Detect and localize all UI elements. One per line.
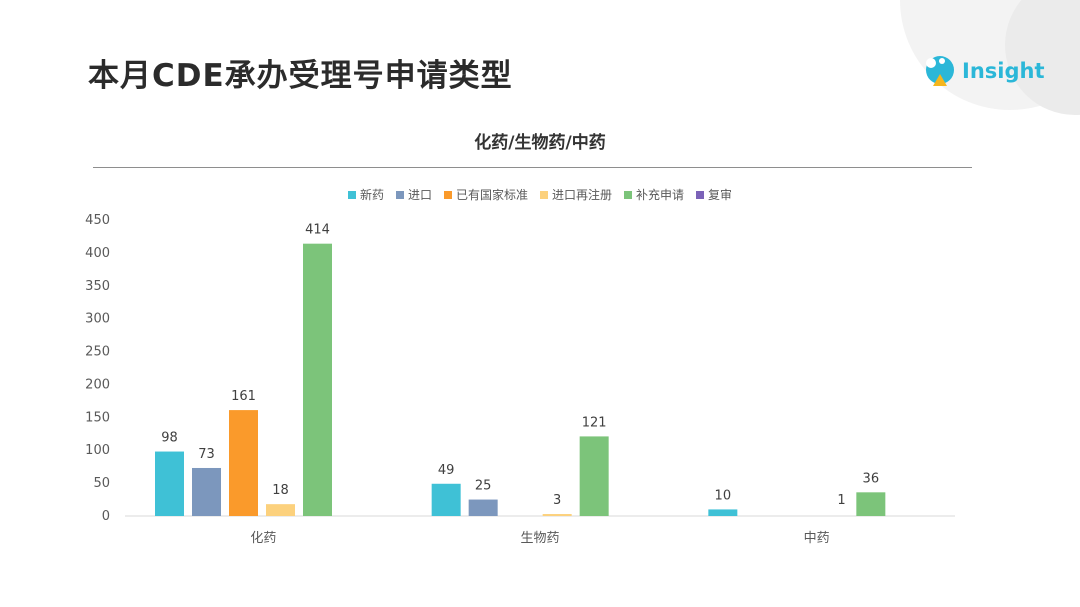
y-tick-label: 50 bbox=[93, 476, 110, 491]
y-tick-label: 250 bbox=[85, 345, 110, 360]
legend-label: 补充申请 bbox=[636, 188, 685, 202]
insight-logo-text: Insight bbox=[962, 59, 1045, 83]
legend-item: 新药 bbox=[347, 186, 384, 203]
legend-label: 复审 bbox=[708, 188, 733, 202]
bar bbox=[266, 504, 295, 516]
title-divider bbox=[93, 167, 972, 168]
data-label: 18 bbox=[272, 483, 289, 498]
data-label: 36 bbox=[863, 471, 880, 486]
insight-logo-icon bbox=[926, 56, 954, 86]
bar bbox=[856, 492, 886, 516]
bar bbox=[542, 514, 572, 516]
y-tick-label: 150 bbox=[85, 410, 110, 425]
data-label: 49 bbox=[438, 463, 455, 478]
legend-swatch bbox=[696, 190, 705, 199]
legend-label: 进口再注册 bbox=[552, 188, 613, 202]
y-tick-label: 200 bbox=[85, 377, 110, 392]
data-label: 3 bbox=[553, 493, 561, 508]
legend-label: 进口 bbox=[407, 188, 432, 202]
insight-logo: Insight bbox=[922, 53, 1045, 93]
bar bbox=[303, 243, 332, 516]
data-label: 414 bbox=[305, 223, 330, 238]
data-label: 1 bbox=[837, 493, 845, 508]
x-tick-label: 化药 bbox=[250, 531, 276, 546]
legend-swatch bbox=[443, 190, 452, 199]
y-tick-label: 400 bbox=[85, 246, 110, 261]
legend-item: 已有国家标准 bbox=[443, 186, 528, 203]
data-label: 73 bbox=[198, 447, 215, 462]
legend-swatch bbox=[540, 190, 548, 199]
y-tick-label: 300 bbox=[85, 312, 110, 327]
data-label: 10 bbox=[715, 488, 732, 503]
legend-swatch bbox=[624, 190, 633, 199]
y-tick-label: 100 bbox=[85, 443, 110, 458]
x-tick-label: 生物药 bbox=[520, 531, 559, 546]
data-label: 121 bbox=[582, 415, 607, 430]
legend-item: 进口再注册 bbox=[540, 186, 612, 203]
legend-swatch bbox=[347, 190, 356, 199]
bar bbox=[708, 509, 738, 516]
legend-swatch bbox=[395, 190, 404, 199]
legend-item: 补充申请 bbox=[624, 186, 684, 203]
page-title: 本月CDE承办受理号申请类型 bbox=[88, 58, 513, 94]
bar bbox=[155, 451, 184, 516]
chart-title: 化药/生物药/中药 bbox=[474, 133, 606, 153]
x-tick-label: 中药 bbox=[804, 531, 830, 546]
legend-item: 复审 bbox=[696, 186, 732, 203]
y-tick-label: 0 bbox=[102, 509, 110, 524]
bar bbox=[431, 483, 461, 516]
legend-item: 进口 bbox=[395, 186, 432, 203]
legend-label: 新药 bbox=[359, 188, 384, 202]
data-label: 98 bbox=[161, 431, 178, 446]
bar bbox=[468, 499, 498, 516]
bar bbox=[579, 436, 609, 516]
y-tick-label: 350 bbox=[85, 279, 110, 294]
legend-label: 已有国家标准 bbox=[455, 188, 528, 202]
data-label: 161 bbox=[231, 389, 256, 404]
data-label: 25 bbox=[475, 479, 492, 494]
chart-legend: 新药 进口 已有国家标准 进口再注册 补充申请 复审 bbox=[0, 186, 1080, 203]
bar bbox=[192, 467, 221, 516]
y-tick-label: 450 bbox=[85, 213, 110, 228]
bar bbox=[229, 410, 258, 516]
